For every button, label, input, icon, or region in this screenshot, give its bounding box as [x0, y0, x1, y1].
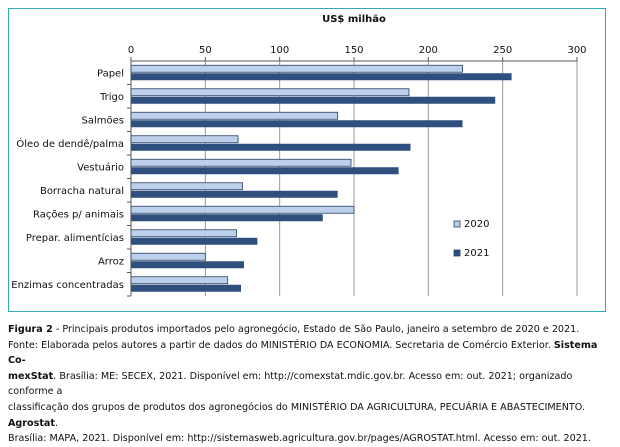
source-text-5: Brasília: MAPA, 2021. Disponível em: htt… — [8, 433, 591, 445]
bar-2020 — [130, 111, 339, 120]
source-text-1: Fonte: Elaborada pelos autores a partir … — [8, 339, 554, 351]
bar-2020 — [130, 88, 410, 97]
category-label: Salmões — [82, 115, 124, 126]
legend-swatch-2020 — [453, 220, 461, 228]
chart-title: US$ milhão — [322, 14, 386, 25]
category-label: Prepar. alimentícias — [26, 232, 124, 244]
bar-2020 — [130, 64, 463, 73]
bar-2020 — [130, 158, 352, 167]
caption-line-3: mexStat. Brasília: ME: SECEX, 2021. Disp… — [8, 369, 612, 400]
source-bold-2: mexStat — [8, 370, 54, 382]
legend-label-2021: 2021 — [464, 248, 489, 259]
figure-label: Figura 2 — [8, 324, 53, 335]
bar-2021 — [131, 73, 512, 81]
category-label: Rações p/ animais — [33, 209, 124, 220]
category-label: Enzimas concentradas — [11, 280, 124, 291]
category-label: Vestuário — [77, 161, 124, 173]
x-tick-label: 0 — [128, 45, 134, 56]
legend-swatch-2021 — [453, 249, 461, 257]
bar-2020 — [130, 252, 206, 261]
bar-2021 — [131, 143, 411, 151]
bar-chart: US$ milhão 0 50 100 150 200 250 300 Papel Trigo Sa… — [11, 14, 587, 297]
bar-2021 — [131, 284, 242, 292]
source-text-4: . — [54, 417, 59, 429]
category-label: Arroz — [98, 256, 124, 267]
bar-2021 — [131, 120, 463, 128]
caption-line-2: Fonte: Elaborada pelos autores a partir … — [8, 338, 612, 369]
x-tick-label: 300 — [567, 45, 586, 56]
x-tick-label: 150 — [344, 45, 363, 56]
bar-2021 — [131, 190, 338, 198]
bar-2021 — [131, 261, 244, 269]
bar-2020 — [130, 276, 229, 285]
x-tick-label: 200 — [419, 45, 438, 56]
source-bold-3: Agrostat — [8, 417, 55, 429]
bar-2021 — [131, 167, 399, 175]
x-tick-label: 50 — [199, 45, 212, 56]
source-text-3: classificação dos grupos de produtos dos… — [8, 401, 585, 413]
category-label: Borracha natural — [40, 186, 124, 197]
bar-2020 — [130, 182, 243, 191]
caption-line-4: classificação dos grupos de produtos dos… — [8, 400, 612, 431]
bar-2020 — [130, 205, 355, 214]
source-bold-1: Sistema Co- — [8, 339, 598, 367]
chart-frame: US$ milhão 0 50 100 150 200 250 300 Papel Trigo Sa… — [8, 8, 606, 312]
bar-2020 — [130, 135, 239, 144]
caption-line-5: Brasília: MAPA, 2021. Disponível em: htt… — [8, 431, 612, 447]
source-text-2: . Brasília: ME: SECEX, 2021. Disponível … — [8, 370, 573, 398]
bar-2021 — [131, 214, 323, 222]
category-label: Trigo — [99, 92, 124, 103]
bar-2020 — [130, 229, 237, 238]
category-label: Papel — [97, 68, 124, 79]
bar-2021 — [131, 237, 258, 245]
figure-caption: Figura 2 - Principais produtos importado… — [8, 322, 612, 447]
bar-2021 — [131, 96, 496, 104]
x-tick-label: 250 — [493, 45, 512, 56]
caption-line-1: Figura 2 - Principais produtos importado… — [8, 322, 612, 338]
x-tick-label: 100 — [270, 45, 289, 56]
category-label: Óleo de dendê/palma — [16, 137, 124, 150]
legend-label-2020: 2020 — [464, 219, 489, 230]
figure-text: - Principais produtos importados pelo ag… — [52, 324, 580, 335]
